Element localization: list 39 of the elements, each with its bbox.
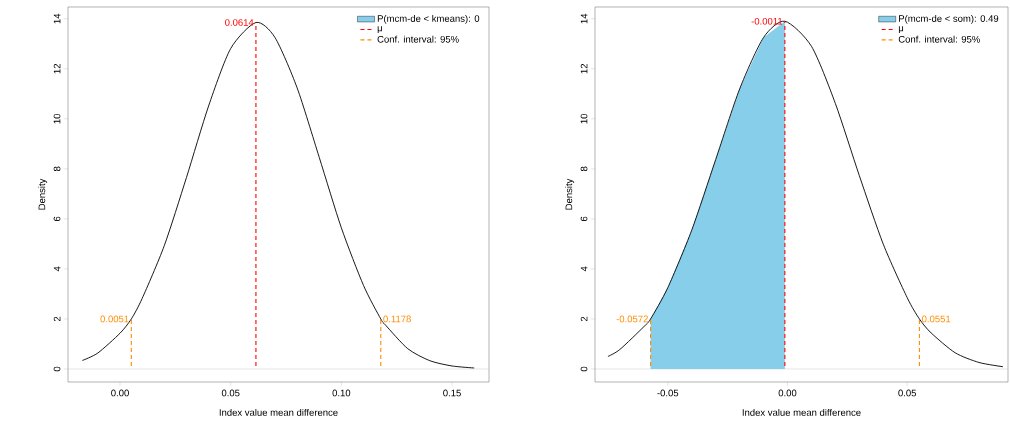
- y-tick-label: 14: [53, 13, 61, 24]
- x-tick-label: 0.05: [898, 389, 917, 397]
- annotation: 0.0051: [100, 315, 129, 323]
- y-tick-label: 12: [580, 63, 588, 74]
- legend-label: μ: [898, 26, 904, 34]
- legend-label: P(mcm-de < som): 0.49: [899, 14, 999, 24]
- x-tick-label: -0.05: [657, 389, 679, 397]
- legend-label: Conf. interval: 95%: [377, 35, 459, 43]
- x-axis-title: Index value mean difference: [219, 408, 338, 416]
- x-axis-title: Index value mean difference: [742, 408, 861, 416]
- annotation: 0.0551: [921, 315, 951, 323]
- x-tick-label: 0.10: [332, 389, 351, 397]
- annotation: 0.0614: [225, 19, 254, 26]
- y-tick-label: 6: [53, 216, 61, 222]
- y-tick-label: 12: [53, 63, 61, 74]
- y-tick-label: 8: [580, 166, 588, 172]
- y-tick-label: 2: [53, 316, 61, 322]
- y-axis-title: Density: [565, 178, 575, 210]
- y-tick-label: 0: [53, 366, 61, 372]
- y-tick-label: 10: [580, 113, 588, 124]
- y-tick-label: 4: [580, 266, 588, 272]
- y-tick-label: 2: [580, 316, 588, 322]
- legend-label: μ: [377, 26, 382, 34]
- y-tick-label: 8: [53, 166, 61, 172]
- y-tick-label: 10: [53, 113, 61, 124]
- annotation: -0.0572: [616, 315, 648, 323]
- annotation: -0.0011: [751, 17, 783, 25]
- y-tick-label: 0: [580, 366, 588, 372]
- x-tick-label: 0.15: [443, 389, 461, 397]
- x-tick-label: 0.00: [111, 389, 129, 397]
- y-tick-label: 14: [580, 13, 588, 24]
- y-tick-label: 4: [53, 266, 61, 272]
- y-tick-label: 6: [580, 216, 588, 222]
- x-tick-label: 0.05: [221, 389, 240, 397]
- legend-label: P(mcm-de < kmeans): 0: [377, 14, 480, 24]
- y-axis-title: Density: [38, 178, 48, 210]
- x-tick-label: 0.00: [778, 389, 797, 397]
- legend-label: Conf. interval: 95%: [898, 35, 980, 43]
- annotation: 0.1178: [383, 315, 411, 323]
